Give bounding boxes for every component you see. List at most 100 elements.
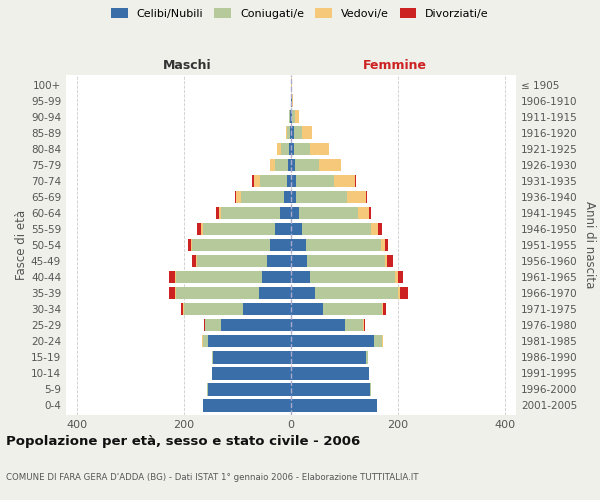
Bar: [290, 126, 291, 139]
Bar: [296, 174, 334, 187]
Bar: [254, 174, 260, 187]
Bar: [385, 238, 388, 252]
Bar: [291, 78, 292, 91]
Bar: [286, 126, 287, 139]
Bar: [398, 287, 400, 300]
Text: Femmine: Femmine: [362, 60, 427, 72]
Bar: [289, 142, 291, 155]
Bar: [212, 351, 214, 364]
Bar: [299, 206, 358, 219]
Bar: [398, 271, 403, 283]
Bar: [176, 287, 259, 300]
Bar: [291, 142, 293, 155]
Bar: [293, 142, 310, 155]
Bar: [366, 351, 368, 364]
Bar: [388, 255, 393, 268]
Bar: [196, 255, 197, 268]
Bar: [291, 94, 292, 107]
Bar: [289, 110, 290, 123]
Bar: [291, 319, 344, 332]
Bar: [208, 335, 291, 347]
Bar: [275, 158, 289, 171]
Bar: [175, 287, 176, 300]
Bar: [192, 255, 196, 268]
Bar: [169, 287, 175, 300]
Bar: [358, 206, 368, 219]
Bar: [287, 126, 290, 139]
Bar: [306, 238, 381, 252]
Bar: [291, 351, 366, 364]
Bar: [284, 190, 291, 203]
Bar: [201, 222, 203, 235]
Bar: [385, 255, 388, 268]
Y-axis label: Fasce di età: Fasce di età: [15, 210, 28, 280]
Bar: [291, 271, 310, 283]
Bar: [302, 126, 313, 139]
Bar: [355, 174, 356, 187]
Bar: [293, 126, 302, 139]
Bar: [291, 206, 299, 219]
Bar: [291, 190, 296, 203]
Bar: [181, 303, 184, 316]
Bar: [307, 255, 385, 268]
Bar: [235, 190, 236, 203]
Bar: [169, 271, 175, 283]
Bar: [197, 255, 267, 268]
Bar: [382, 303, 383, 316]
Bar: [289, 158, 291, 171]
Bar: [277, 142, 281, 155]
Bar: [236, 190, 241, 203]
Bar: [364, 319, 365, 332]
Bar: [267, 255, 291, 268]
Bar: [291, 158, 295, 171]
Bar: [395, 271, 398, 283]
Bar: [347, 190, 366, 203]
Bar: [207, 383, 208, 396]
Bar: [334, 174, 355, 187]
Bar: [292, 94, 293, 107]
Bar: [291, 222, 302, 235]
Bar: [291, 399, 377, 411]
Bar: [262, 271, 291, 283]
Bar: [184, 303, 243, 316]
Bar: [203, 335, 208, 347]
Bar: [371, 222, 378, 235]
Bar: [302, 222, 371, 235]
Bar: [216, 206, 218, 219]
Bar: [291, 238, 306, 252]
Bar: [381, 238, 385, 252]
Bar: [291, 126, 293, 139]
Bar: [319, 158, 341, 171]
Bar: [221, 206, 280, 219]
Bar: [243, 303, 291, 316]
Bar: [260, 174, 287, 187]
Bar: [368, 206, 371, 219]
Bar: [291, 287, 315, 300]
Y-axis label: Anni di nascita: Anni di nascita: [583, 202, 596, 288]
Bar: [269, 158, 275, 171]
Bar: [295, 158, 319, 171]
Bar: [310, 142, 329, 155]
Bar: [383, 303, 386, 316]
Bar: [281, 142, 289, 155]
Bar: [188, 238, 191, 252]
Bar: [253, 174, 254, 187]
Bar: [344, 319, 364, 332]
Bar: [323, 303, 382, 316]
Text: Popolazione per età, sesso e stato civile - 2006: Popolazione per età, sesso e stato civil…: [6, 435, 360, 448]
Bar: [259, 287, 291, 300]
Bar: [191, 238, 192, 252]
Bar: [366, 190, 367, 203]
Bar: [197, 222, 201, 235]
Bar: [214, 351, 291, 364]
Bar: [295, 110, 299, 123]
Bar: [192, 238, 269, 252]
Text: Maschi: Maschi: [163, 60, 212, 72]
Bar: [291, 255, 307, 268]
Bar: [269, 238, 291, 252]
Bar: [203, 399, 291, 411]
Bar: [241, 190, 284, 203]
Bar: [280, 206, 291, 219]
Bar: [378, 222, 382, 235]
Bar: [291, 335, 374, 347]
